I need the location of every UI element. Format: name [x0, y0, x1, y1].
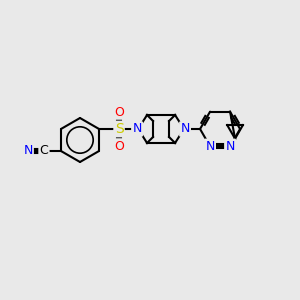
Text: O: O [114, 140, 124, 152]
Text: N: N [132, 122, 142, 136]
Text: N: N [206, 140, 215, 153]
Text: C: C [40, 145, 48, 158]
Text: N: N [225, 140, 235, 153]
Text: N: N [180, 122, 190, 136]
Text: N: N [23, 145, 33, 158]
Text: O: O [114, 106, 124, 118]
Text: S: S [115, 122, 123, 136]
